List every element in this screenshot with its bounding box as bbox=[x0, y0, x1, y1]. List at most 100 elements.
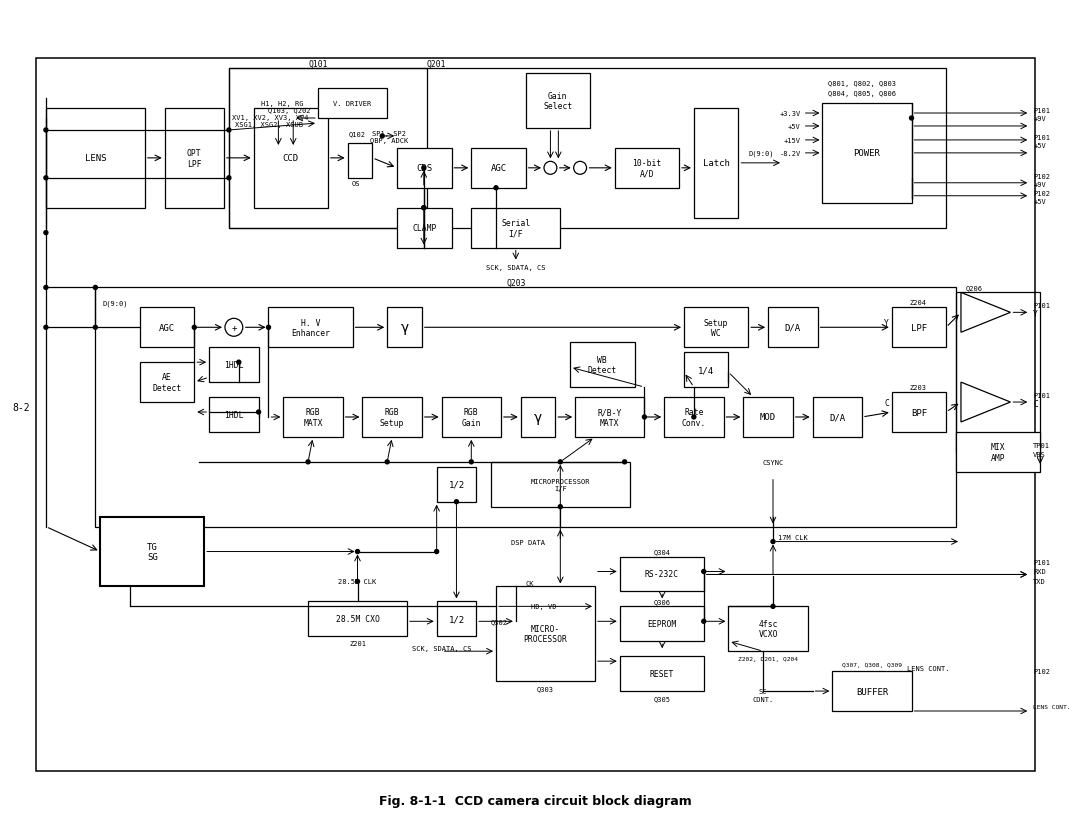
Bar bbox=[684, 353, 729, 388]
Polygon shape bbox=[961, 293, 1011, 333]
Text: DSP DATA: DSP DATA bbox=[511, 539, 544, 545]
Circle shape bbox=[643, 415, 647, 419]
Text: Z203: Z203 bbox=[910, 385, 927, 390]
Text: P102: P102 bbox=[1034, 174, 1050, 179]
Text: BPF: BPF bbox=[910, 408, 927, 417]
Bar bbox=[892, 308, 946, 348]
Text: 10-bit
A/D: 10-bit A/D bbox=[632, 159, 662, 179]
Bar bbox=[229, 69, 427, 228]
Bar bbox=[892, 393, 946, 433]
Bar bbox=[576, 398, 645, 437]
Text: POWER: POWER bbox=[853, 149, 880, 158]
Text: TXD: TXD bbox=[1034, 579, 1045, 585]
Text: P101: P101 bbox=[1034, 108, 1050, 114]
Bar bbox=[388, 308, 422, 348]
Text: H1, H2, RG: H1, H2, RG bbox=[260, 101, 303, 107]
Circle shape bbox=[355, 550, 360, 554]
Text: MIX
AMP: MIX AMP bbox=[990, 442, 1005, 462]
Circle shape bbox=[470, 461, 473, 464]
Text: TG
SG: TG SG bbox=[147, 543, 158, 562]
Text: WB
Detect: WB Detect bbox=[588, 356, 617, 375]
Text: 28.5M CXO: 28.5M CXO bbox=[336, 614, 379, 624]
Text: Z202, D201, Q204: Z202, D201, Q204 bbox=[738, 656, 798, 661]
Circle shape bbox=[227, 129, 231, 133]
Circle shape bbox=[44, 326, 48, 330]
Circle shape bbox=[306, 461, 310, 464]
Bar bbox=[956, 433, 1040, 472]
Circle shape bbox=[355, 580, 360, 584]
Text: 1HDL: 1HDL bbox=[225, 410, 244, 419]
Text: SCK, SDATA, CS: SCK, SDATA, CS bbox=[411, 645, 471, 652]
Text: Y: Y bbox=[885, 318, 889, 327]
Circle shape bbox=[44, 177, 48, 180]
Text: AE
Detect: AE Detect bbox=[152, 373, 181, 392]
Bar bbox=[491, 462, 630, 507]
Bar bbox=[308, 601, 407, 637]
Circle shape bbox=[225, 319, 243, 337]
Circle shape bbox=[558, 505, 563, 509]
Text: Q804, Q805, Q806: Q804, Q805, Q806 bbox=[828, 91, 896, 97]
Bar bbox=[100, 517, 204, 586]
Text: D(9:0): D(9:0) bbox=[103, 299, 127, 306]
Bar bbox=[620, 607, 704, 642]
Text: Q206: Q206 bbox=[966, 285, 983, 291]
Bar bbox=[768, 308, 818, 348]
Circle shape bbox=[257, 410, 260, 414]
Text: Q103, Q202: Q103, Q202 bbox=[268, 108, 310, 114]
Text: Y: Y bbox=[1034, 309, 1038, 318]
Circle shape bbox=[702, 619, 705, 624]
Text: CK: CK bbox=[526, 581, 535, 586]
Circle shape bbox=[44, 232, 48, 236]
Circle shape bbox=[771, 540, 775, 544]
Text: SP1, SP2: SP1, SP2 bbox=[373, 131, 406, 136]
Circle shape bbox=[558, 461, 563, 464]
Text: Fig. 8-1-1  CCD camera circuit block diagram: Fig. 8-1-1 CCD camera circuit block diag… bbox=[379, 794, 692, 807]
Circle shape bbox=[909, 117, 914, 121]
Text: CLAMP: CLAMP bbox=[413, 224, 436, 233]
Circle shape bbox=[494, 187, 498, 190]
Circle shape bbox=[623, 461, 626, 464]
Bar bbox=[254, 109, 328, 208]
Text: P101: P101 bbox=[1034, 559, 1050, 565]
Bar bbox=[615, 149, 679, 189]
Text: V. DRIVER: V. DRIVER bbox=[334, 101, 372, 107]
Text: BUFFER: BUFFER bbox=[855, 686, 888, 696]
Circle shape bbox=[422, 166, 426, 170]
Bar bbox=[164, 109, 224, 208]
Text: D/A: D/A bbox=[829, 413, 846, 422]
Text: P101: P101 bbox=[1034, 393, 1050, 399]
Text: P102: P102 bbox=[1034, 190, 1050, 197]
Bar bbox=[229, 69, 946, 228]
Bar bbox=[743, 398, 793, 437]
Circle shape bbox=[267, 326, 270, 330]
Bar bbox=[210, 398, 258, 433]
Text: C: C bbox=[1034, 399, 1038, 408]
Circle shape bbox=[771, 605, 775, 609]
Text: -8.2V: -8.2V bbox=[780, 151, 800, 156]
Text: H. V
Enhancer: H. V Enhancer bbox=[291, 318, 330, 337]
Text: LPF: LPF bbox=[910, 323, 927, 332]
Text: RESET: RESET bbox=[649, 669, 674, 678]
Text: LENS: LENS bbox=[84, 154, 106, 163]
Text: VBS: VBS bbox=[1034, 452, 1045, 457]
Text: RXD: RXD bbox=[1034, 569, 1045, 575]
Text: R/B-Y
MATX: R/B-Y MATX bbox=[597, 408, 622, 428]
Circle shape bbox=[386, 461, 389, 464]
Bar bbox=[956, 293, 1040, 452]
Bar bbox=[526, 74, 590, 129]
Bar bbox=[140, 308, 194, 348]
Bar bbox=[283, 398, 342, 437]
Bar bbox=[496, 586, 595, 681]
Text: 17M CLK: 17M CLK bbox=[778, 534, 808, 540]
Text: CONT.: CONT. bbox=[753, 696, 773, 702]
Text: RGB
MATX: RGB MATX bbox=[303, 408, 323, 428]
Circle shape bbox=[455, 500, 458, 504]
Text: SC: SC bbox=[759, 688, 768, 694]
Text: OBP, ADCK: OBP, ADCK bbox=[370, 138, 408, 144]
Circle shape bbox=[422, 207, 426, 210]
Text: 4fsc
VCXO: 4fsc VCXO bbox=[758, 619, 778, 638]
Text: P101: P101 bbox=[1034, 135, 1050, 141]
Circle shape bbox=[44, 286, 48, 290]
Text: D/A: D/A bbox=[785, 323, 801, 332]
Text: +3.3V: +3.3V bbox=[780, 111, 800, 117]
